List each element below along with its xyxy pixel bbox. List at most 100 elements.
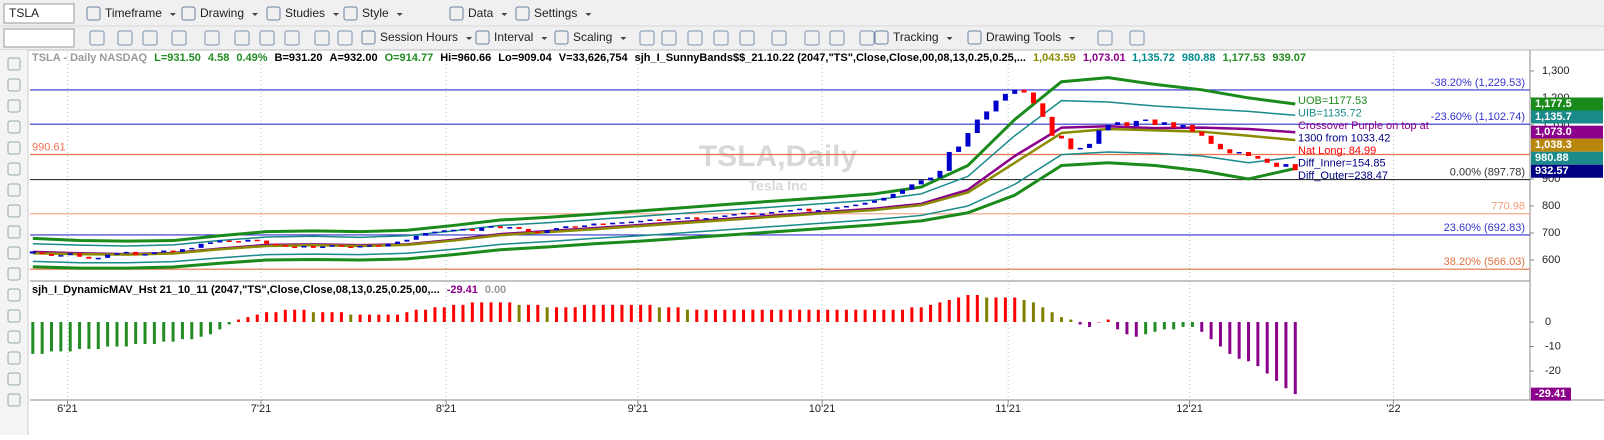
sidebar-icon[interactable] (7, 99, 21, 113)
toolbar-icon[interactable] (771, 30, 787, 46)
toolbar-button[interactable]: Style (362, 6, 389, 20)
toolbar-icon[interactable] (1097, 30, 1113, 46)
histogram-bar (1041, 307, 1045, 322)
sidebar-icon[interactable] (7, 351, 21, 365)
sidebar-icon[interactable] (7, 57, 21, 71)
header-item: 1,043.59 (1033, 52, 1076, 64)
candle (264, 240, 270, 244)
candle (909, 184, 915, 190)
interval-box[interactable] (3, 28, 75, 48)
histogram-bar (78, 322, 82, 349)
toolbar-icon[interactable] (171, 30, 187, 46)
toolbar-button[interactable]: Studies (285, 6, 325, 20)
sidebar-icon[interactable] (7, 141, 21, 155)
sidebar-icon[interactable] (7, 330, 21, 344)
candle (479, 227, 485, 231)
header-item: 4.58 (208, 52, 229, 64)
toolbar-button[interactable]: Session Hours (380, 30, 458, 44)
toolbar-icon[interactable] (859, 30, 875, 46)
toolbar-icon[interactable] (661, 30, 677, 46)
toolbar-button[interactable]: Data (468, 6, 494, 20)
histogram-bar (798, 309, 802, 322)
candle (348, 246, 354, 249)
toolbar-icon[interactable] (804, 30, 820, 46)
toolbar-button[interactable]: Tracking (893, 30, 939, 44)
toolbar-icon[interactable] (713, 30, 729, 46)
toolbar-button[interactable]: Scaling (573, 30, 612, 44)
toolbar-button[interactable]: Timeframe (105, 6, 162, 20)
histogram-bar (367, 314, 371, 322)
sidebar-icon[interactable] (7, 183, 21, 197)
toolbar-icon[interactable] (739, 30, 755, 46)
histogram-bar (601, 304, 605, 322)
sidebar-icon[interactable] (7, 372, 21, 386)
candle (1077, 147, 1083, 150)
toolbar-icon[interactable] (829, 30, 845, 46)
toolbar-button[interactable]: Drawing Tools (986, 30, 1061, 44)
sidebar-icon[interactable] (7, 267, 21, 281)
histogram-bar (1209, 322, 1213, 340)
sidebar-icon[interactable] (7, 120, 21, 134)
histogram-bar (237, 319, 241, 322)
candle (245, 239, 251, 242)
histogram-bar (283, 309, 287, 322)
sidebar-icon[interactable] (7, 204, 21, 218)
level-label: -23.60% (1,102.74) (1431, 111, 1525, 123)
candle (1021, 89, 1027, 93)
header-item: sjh_I_DynamicMAV_Hst 21_10_11 (2047,"TS"… (32, 284, 440, 296)
candle (123, 251, 129, 254)
toolbar-icon[interactable] (204, 30, 220, 46)
toolbar-icon[interactable] (337, 30, 353, 46)
price-marker (1531, 151, 1603, 165)
toolbar-icon[interactable] (687, 30, 703, 46)
sidebar-icon[interactable] (7, 225, 21, 239)
toolbar-icon[interactable] (234, 30, 250, 46)
toolbar-icon[interactable] (639, 30, 655, 46)
toolbar-icon[interactable] (117, 30, 133, 46)
histogram-bar (1059, 317, 1063, 322)
annotation: UOB=1177.53 (1298, 95, 1367, 107)
symbol-box[interactable] (3, 3, 75, 24)
candle (179, 249, 185, 252)
price-marker (1531, 164, 1603, 178)
histogram-bar (143, 322, 147, 345)
candle (1124, 122, 1130, 127)
candle (1049, 116, 1055, 136)
candle (741, 212, 747, 215)
sidebar-icon[interactable] (7, 393, 21, 407)
toolbar-button[interactable]: Settings (534, 6, 577, 20)
candle (105, 254, 111, 258)
toolbar-icon[interactable] (142, 30, 158, 46)
histogram-bar (106, 322, 110, 347)
candle (1255, 156, 1261, 159)
histogram-bar (1265, 322, 1269, 374)
toolbar-button[interactable]: Drawing (200, 6, 244, 20)
candle (787, 210, 793, 212)
candle (956, 146, 962, 152)
sidebar-icon[interactable] (7, 78, 21, 92)
candle (722, 215, 728, 217)
toolbar-icon[interactable] (1129, 30, 1145, 46)
sidebar-icon[interactable] (7, 246, 21, 260)
histogram-bar (620, 304, 624, 322)
sidebar-icon[interactable] (7, 162, 21, 176)
toolbar-icon[interactable] (89, 30, 105, 46)
histogram-bar (255, 314, 259, 322)
sidebar-icon[interactable] (7, 309, 21, 323)
candle (1208, 135, 1214, 144)
histogram-bar (872, 309, 876, 322)
candle (376, 245, 382, 247)
histogram-bar (1162, 322, 1166, 330)
level-label: 770.98 (1491, 201, 1525, 213)
level-label: 0.00% (897.78) (1450, 166, 1525, 178)
toolbar-icon[interactable] (259, 30, 275, 46)
histogram-bar (704, 309, 708, 322)
sidebar-icon[interactable] (7, 288, 21, 302)
toolbar-button[interactable]: Interval (494, 30, 533, 44)
histogram-bar (788, 309, 792, 322)
symbol[interactable]: TSLA (9, 6, 39, 20)
toolbar-icon[interactable] (314, 30, 330, 46)
toolbar-icon[interactable] (284, 30, 300, 46)
histogram-bar (1228, 322, 1232, 354)
candle (628, 221, 634, 224)
